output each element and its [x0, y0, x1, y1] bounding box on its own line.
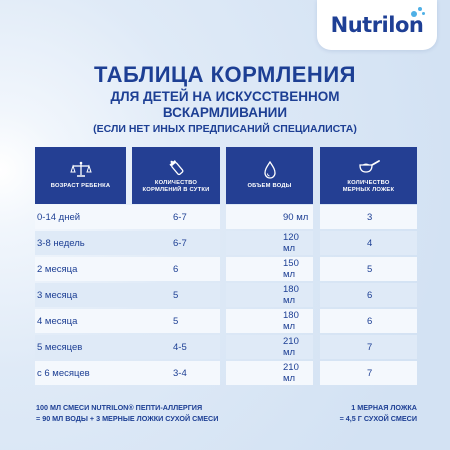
header-feedings-label: КОЛИЧЕСТВО КОРМЛЕНИЙ В СУТКИ	[142, 179, 210, 193]
subtitle-line-2: ВСКАРМЛИВАНИИ	[162, 105, 288, 120]
feeding-table: ВОЗРАСТ РЕБЕНКА КОЛИЧЕСТВО КОРМЛЕНИЙ В С…	[0, 147, 450, 385]
subtitle-line-1: ДЛЯ ДЕТЕЙ НА ИСКУССТВЕННОМ	[110, 89, 340, 104]
cell-spoons: 5	[320, 257, 417, 281]
cell-spoons: 7	[320, 335, 417, 359]
cell-feedings: 6-7	[132, 231, 220, 255]
footnote-mixture-line-2: = 90 МЛ ВОДЫ + 3 МЕРНЫЕ ЛОЖКИ СУХОЙ СМЕС…	[36, 414, 219, 423]
header-spoons-label: КОЛИЧЕСТВО МЕРНЫХ ЛОЖЕК	[342, 179, 395, 193]
cell-water: 90 мл	[226, 205, 313, 229]
cell-spoons: 3	[320, 205, 417, 229]
footnote-spoon: 1 МЕРНАЯ ЛОЖКА = 4,5 Г СУХОЙ СМЕСИ	[317, 402, 417, 424]
logo-dot-small-icon	[422, 12, 425, 15]
cell-water: 180 мл	[226, 309, 313, 333]
cell-age: 3-8 недель	[35, 231, 135, 255]
measuring-spoon-icon	[358, 159, 380, 173]
specialist-note: (ЕСЛИ НЕТ ИНЫХ ПРЕДПИСАНИЙ СПЕЦИАЛИСТА)	[93, 123, 357, 135]
header-age: ВОЗРАСТ РЕБЕНКА	[35, 147, 126, 204]
cell-age: 0-14 дней	[35, 205, 135, 229]
nutrilon-logo: Nutrilon	[317, 0, 437, 50]
cell-age: 3 месяца	[35, 283, 135, 307]
cell-water: 180 мл	[226, 283, 313, 307]
cell-water: 150 мл	[226, 257, 313, 281]
cell-spoons: 7	[320, 361, 417, 385]
header-spoons: КОЛИЧЕСТВО МЕРНЫХ ЛОЖЕК	[320, 147, 417, 204]
cell-feedings: 5	[132, 283, 220, 307]
water-drop-icon	[263, 161, 276, 179]
cell-feedings: 4-5	[132, 335, 220, 359]
header-water-label: ОБЪЕМ ВОДЫ	[247, 183, 292, 189]
cell-water: 210 мл	[226, 335, 313, 359]
cell-feedings: 5	[132, 309, 220, 333]
page-subtitle: ДЛЯ ДЕТЕЙ НА ИСКУССТВЕННОМ ВСКАРМЛИВАНИИ	[0, 89, 450, 121]
cell-feedings: 6-7	[132, 205, 220, 229]
logo-wordmark: Nutrilon	[330, 13, 424, 37]
cell-age: 2 месяца	[35, 257, 135, 281]
cell-age: 5 месяцев	[35, 335, 135, 359]
footnote-spoon-line-1: 1 МЕРНАЯ ЛОЖКА	[351, 403, 417, 412]
footnote-spoon-line-2: = 4,5 Г СУХОЙ СМЕСИ	[339, 414, 417, 423]
scale-icon	[69, 161, 92, 177]
bottle-icon	[169, 159, 184, 175]
cell-spoons: 6	[320, 309, 417, 333]
footnote-mixture: 100 МЛ СМЕСИ NUTRILON® ПЕПТИ-АЛЛЕРГИЯ = …	[36, 402, 218, 424]
header-feedings: КОЛИЧЕСТВО КОРМЛЕНИЙ В СУТКИ	[132, 147, 220, 204]
cell-water: 120 мл	[226, 231, 313, 255]
header-age-label: ВОЗРАСТ РЕБЕНКА	[50, 183, 111, 189]
cell-age: с 6 месяцев	[35, 361, 135, 385]
footnote-mixture-line-1: 100 МЛ СМЕСИ NUTRILON® ПЕПТИ-АЛЛЕРГИЯ	[36, 403, 203, 412]
cell-spoons: 4	[320, 231, 417, 255]
page-title: ТАБЛИЦА КОРМЛЕНИЯ	[94, 62, 356, 87]
cell-feedings: 3-4	[132, 361, 220, 385]
cell-age: 4 месяца	[35, 309, 135, 333]
cell-spoons: 6	[320, 283, 417, 307]
logo-dot-medium-icon	[418, 7, 422, 11]
cell-feedings: 6	[132, 257, 220, 281]
logo-dot-large-icon	[411, 11, 417, 17]
cell-water: 210 мл	[226, 361, 313, 385]
header-water: ОБЪЕМ ВОДЫ	[226, 147, 313, 204]
